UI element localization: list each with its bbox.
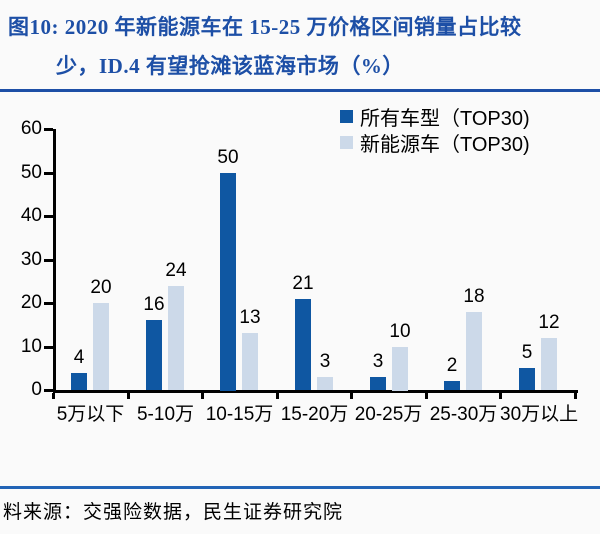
x-axis-tick (425, 393, 428, 399)
x-tick-label: 25-30万 (429, 404, 498, 425)
bar (146, 320, 162, 390)
bar (370, 377, 386, 390)
bar (519, 368, 535, 390)
bar-label: 21 (292, 273, 314, 294)
bar-label: 13 (239, 307, 261, 328)
bar (466, 312, 482, 390)
y-axis-tick (44, 389, 53, 392)
figure-title-line1: 图10: 2020 年新能源车在 15-25 万价格区间销量占比较 (8, 15, 522, 39)
footer-divider (0, 486, 600, 489)
x-axis-tick (276, 393, 279, 399)
y-axis-tick (44, 302, 53, 305)
x-tick-label: 5-10万 (136, 404, 195, 425)
bar-chart: 所有车型（TOP30) 新能源车（TOP30) 0 10 20 30 40 50 60 5万以下… (0, 92, 600, 437)
y-axis-tick (44, 128, 53, 131)
bar-label: 50 (217, 147, 239, 168)
y-tick-label: 60 (20, 118, 42, 139)
legend-item: 新能源车（TOP30) (340, 129, 530, 156)
bar-label: 5 (521, 342, 533, 363)
bar-label: 20 (90, 277, 112, 298)
bar (317, 377, 333, 390)
legend-label: 所有车型（TOP30) (360, 107, 530, 130)
bar-label: 12 (538, 312, 560, 333)
bar-label: 3 (372, 351, 384, 372)
y-tick-label: 40 (20, 205, 42, 226)
bar-label: 4 (73, 347, 85, 368)
x-axis-tick (127, 393, 130, 399)
y-tick-label: 50 (20, 162, 42, 183)
y-tick-label: 0 (31, 379, 42, 400)
legend-swatch-icon (340, 135, 353, 149)
y-axis-line (53, 129, 56, 393)
chart-legend: 所有车型（TOP30) 新能源车（TOP30) (340, 103, 530, 156)
legend-swatch-icon (340, 109, 353, 123)
legend-label: 新能源车（TOP30) (360, 133, 530, 156)
x-axis-tick (350, 393, 353, 399)
bar (295, 299, 311, 390)
x-tick-label: 30万以上 (500, 404, 579, 425)
title-divider (0, 89, 600, 92)
bar (220, 173, 236, 391)
bar-label: 18 (463, 286, 485, 307)
bar (392, 347, 408, 391)
bar (168, 286, 184, 390)
x-axis-tick (52, 393, 55, 399)
bar-label: 10 (389, 321, 411, 342)
x-axis-tick (201, 393, 204, 399)
bar (242, 333, 258, 390)
figure-title: 图10: 2020 年新能源车在 15-25 万价格区间销量占比较 少，ID.4… (0, 0, 600, 80)
bar (71, 373, 87, 390)
x-axis-tick (499, 393, 502, 399)
y-tick-label: 20 (20, 292, 42, 313)
bar (444, 381, 460, 390)
bar (93, 303, 109, 390)
y-axis-tick (44, 346, 53, 349)
x-axis-tick (574, 393, 577, 399)
x-tick-label: 20-25万 (354, 404, 423, 425)
y-axis-tick (44, 172, 53, 175)
bar-label: 2 (446, 355, 458, 376)
x-tick-label: 15-20万 (280, 404, 349, 425)
y-tick-label: 30 (20, 249, 42, 270)
figure-title-line2: 少，ID.4 有望抢滩该蓝海市场（%） (56, 54, 404, 78)
x-tick-label: 10-15万 (205, 404, 274, 425)
y-axis-tick (44, 215, 53, 218)
y-tick-label: 10 (20, 336, 42, 357)
bar (541, 338, 557, 390)
bar-label: 16 (143, 294, 165, 315)
x-tick-label: 5万以下 (56, 404, 125, 425)
bar-label: 3 (319, 351, 331, 372)
source-note: 料来源：交强险数据，民生证券研究院 (3, 502, 344, 523)
legend-item: 所有车型（TOP30) (340, 103, 530, 130)
y-axis-tick (44, 259, 53, 262)
bar-label: 24 (165, 260, 187, 281)
x-axis-line (53, 390, 578, 393)
